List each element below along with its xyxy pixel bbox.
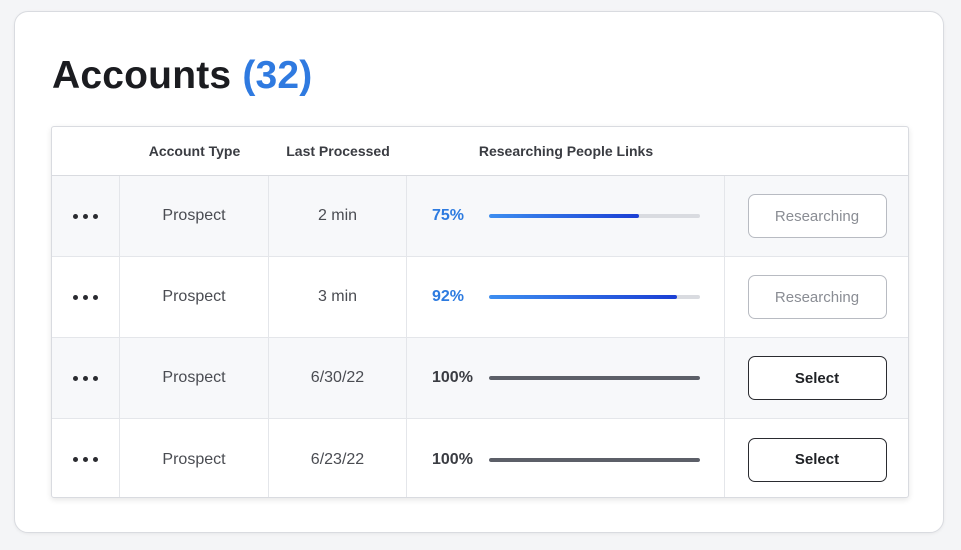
progress-cell: 100% [407, 419, 725, 497]
account-type-cell: Prospect [120, 419, 269, 497]
progress-percent: 75% [432, 207, 465, 224]
accounts-table: Account Type Last Processed Researching … [51, 126, 909, 498]
last-processed-cell: 6/30/22 [269, 338, 407, 418]
last-processed-cell: 2 min [269, 176, 407, 256]
table-row: Prospect 2 min 75% Researching [52, 176, 908, 257]
progress-percent: 100% [432, 369, 473, 386]
account-type-cell: Prospect [120, 257, 269, 337]
progress-bar [489, 457, 700, 462]
select-button[interactable]: Select [747, 437, 887, 482]
progress-percent: 100% [432, 450, 473, 468]
more-horizontal-icon [73, 294, 98, 300]
progress-cell: 92% [407, 257, 725, 337]
column-header-last-processed: Last Processed [286, 143, 390, 159]
progress-bar-fill [489, 214, 639, 218]
progress-percent: 92% [432, 288, 465, 305]
progress-cell: 75% [407, 176, 725, 256]
column-header-account-type: Account Type [148, 143, 241, 159]
row-menu-button[interactable] [52, 338, 120, 418]
column-header-researching-people-links: Researching People Links [478, 143, 654, 159]
row-menu-button[interactable] [52, 419, 120, 497]
progress-bar [489, 214, 700, 218]
more-horizontal-icon [73, 457, 98, 462]
progress-bar-fill [489, 376, 700, 380]
account-type-cell: Prospect [120, 176, 269, 256]
page-title-text: Accounts [52, 54, 232, 97]
action-cell: Select [725, 338, 908, 418]
progress-bar-fill [489, 457, 700, 462]
page-title: Accounts (32) [52, 52, 313, 100]
progress-bar-fill [489, 295, 677, 299]
table-row: Prospect 6/30/22 100% Select [52, 338, 908, 419]
table-row: Prospect 3 min 92% Researching [52, 257, 908, 338]
action-cell: Researching [725, 257, 908, 337]
researching-button[interactable]: Researching [747, 275, 887, 319]
more-horizontal-icon [73, 213, 98, 219]
more-horizontal-icon [73, 375, 98, 381]
table-header: Account Type Last Processed Researching … [52, 127, 908, 176]
row-menu-button[interactable] [52, 176, 120, 256]
select-button[interactable]: Select [747, 356, 887, 400]
accounts-card: Accounts (32) Account Type Last Processe… [14, 11, 944, 533]
accounts-count: (32) [242, 54, 313, 97]
table-row: Prospect 6/23/22 100% Select [52, 419, 908, 497]
action-cell: Researching [725, 176, 908, 256]
row-menu-button[interactable] [52, 257, 120, 337]
last-processed-cell: 6/23/22 [269, 419, 407, 497]
last-processed-cell: 3 min [269, 257, 407, 337]
action-cell: Select [725, 419, 908, 497]
account-type-cell: Prospect [120, 338, 269, 418]
progress-cell: 100% [407, 338, 725, 418]
researching-button[interactable]: Researching [747, 194, 887, 238]
progress-bar [489, 376, 700, 380]
progress-bar [489, 295, 700, 299]
